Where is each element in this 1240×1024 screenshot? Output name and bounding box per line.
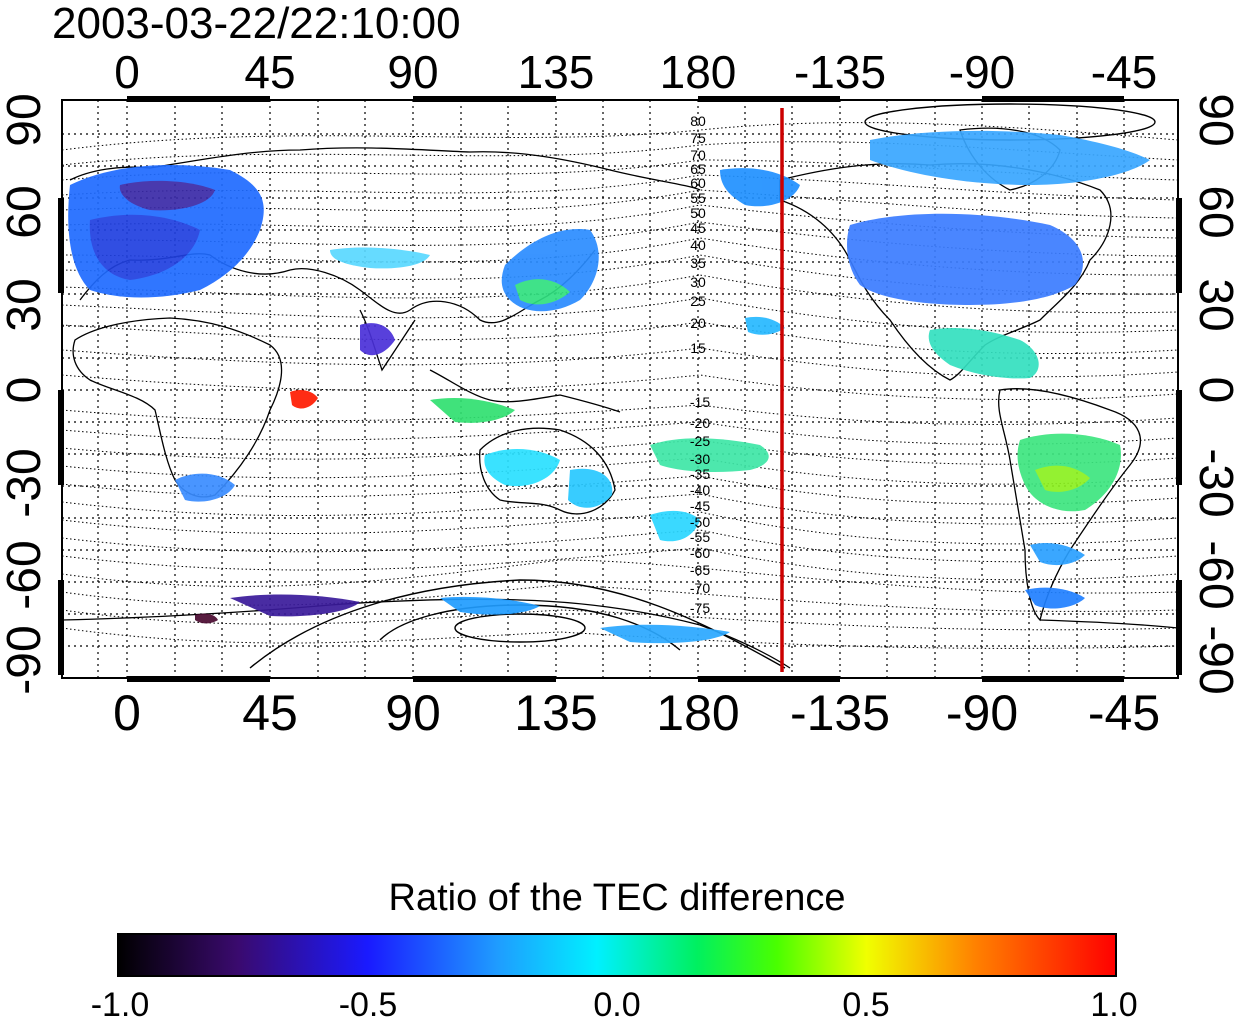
contour-label: 20 <box>690 315 706 331</box>
contour-label: -70 <box>690 580 710 596</box>
left-lat-tick-labels: 90 60 30 0 -30 -60 -90 <box>0 93 51 694</box>
contour-label: 40 <box>690 237 706 253</box>
contour-label: 30 <box>690 274 706 290</box>
contour-label: -75 <box>690 600 710 616</box>
contour-label: 35 <box>690 255 706 271</box>
right-lat-label: -60 <box>1189 540 1240 609</box>
bottom-lon-label: 90 <box>385 685 441 741</box>
contour-labels-south: -15 -20 -25 -30 -35 -40 -45 -50 -55 -60 … <box>690 394 710 616</box>
contour-label: 70 <box>690 147 706 163</box>
colorbar-tick-labels: -1.0 -0.5 0.0 0.5 1.0 <box>91 986 1138 1024</box>
bottom-lon-label: -90 <box>946 685 1018 741</box>
contour-labels-north: 80 75 70 65 60 55 50 45 40 35 30 25 20 1… <box>690 113 706 356</box>
right-lat-label: 60 <box>1189 185 1240 238</box>
contour-label: -15 <box>690 394 710 410</box>
left-lat-label: 30 <box>0 278 51 331</box>
contour-label: -35 <box>690 466 710 482</box>
left-lat-label: -30 <box>0 448 51 517</box>
bottom-lon-label: -135 <box>790 685 890 741</box>
right-lat-label: 0 <box>1189 377 1240 404</box>
top-lon-label: -45 <box>1091 46 1157 98</box>
left-lat-label: 60 <box>0 185 51 238</box>
top-lon-label: -135 <box>794 46 886 98</box>
bottom-lon-label: 0 <box>113 685 141 741</box>
contour-label: -40 <box>690 482 710 498</box>
right-lat-tick-labels: 90 60 30 0 -30 -60 -90 <box>1189 93 1240 694</box>
contour-label: 15 <box>690 340 706 356</box>
contour-label: -20 <box>690 415 710 431</box>
bottom-lon-label: 180 <box>656 685 739 741</box>
top-lon-label: 45 <box>244 46 295 98</box>
contour-label: 65 <box>690 161 706 177</box>
colorbar-tick-label: -1.0 <box>91 986 150 1024</box>
colorbar-tick-label: 0.5 <box>842 986 889 1024</box>
top-lon-label: 90 <box>387 46 438 98</box>
right-lat-label: -90 <box>1189 625 1240 694</box>
bottom-lon-label: 45 <box>242 685 298 741</box>
colorbar-tick-label: 1.0 <box>1090 986 1137 1024</box>
map-title: 2003-03-22/22:10:00 <box>52 0 461 48</box>
left-lat-label: 0 <box>0 377 51 404</box>
contour-label: 80 <box>690 113 706 129</box>
left-lat-label: -90 <box>0 625 51 694</box>
contour-label: 75 <box>690 130 706 146</box>
frame-border-bars <box>58 96 1182 682</box>
bottom-lon-tick-labels: 0 45 90 135 180 -135 -90 -45 <box>113 685 1160 741</box>
contour-label: -55 <box>690 529 710 545</box>
contour-label: -60 <box>690 545 710 561</box>
contour-label: 25 <box>690 293 706 309</box>
top-lon-label: -90 <box>949 46 1015 98</box>
contour-label: 50 <box>690 205 706 221</box>
contour-label: -50 <box>690 514 710 530</box>
colorbar-tick-label: 0.0 <box>593 986 640 1024</box>
tec-data-patches <box>68 130 1150 644</box>
right-lat-label: 30 <box>1189 278 1240 331</box>
left-lat-label: 90 <box>0 93 51 146</box>
right-lat-label: 90 <box>1189 93 1240 146</box>
contour-label: 55 <box>690 190 706 206</box>
top-lon-label: 135 <box>518 46 595 98</box>
colorbar-tick-label: -0.5 <box>339 986 398 1024</box>
left-lat-label: -60 <box>0 540 51 609</box>
right-lat-label: -30 <box>1189 448 1240 517</box>
contour-label: -45 <box>690 498 710 514</box>
top-lon-label: 180 <box>660 46 737 98</box>
top-lon-label: 0 <box>114 46 140 98</box>
contour-label: -25 <box>690 433 710 449</box>
contour-label: -65 <box>690 562 710 578</box>
contour-label: 60 <box>690 175 706 191</box>
contour-label: 45 <box>690 220 706 236</box>
contour-label: -30 <box>690 451 710 467</box>
bottom-lon-label: 135 <box>514 685 597 741</box>
colorbar <box>117 933 1117 977</box>
colorbar-title: Ratio of the TEC difference <box>389 877 846 919</box>
bottom-lon-label: -45 <box>1088 685 1160 741</box>
top-lon-tick-labels: 0 45 90 135 180 -135 -90 -45 <box>114 46 1157 98</box>
